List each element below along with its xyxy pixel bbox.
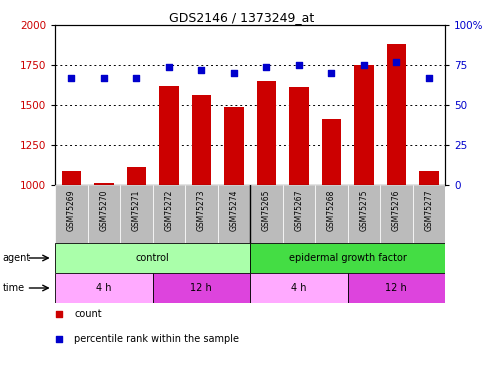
Text: 12 h: 12 h xyxy=(385,283,407,293)
Point xyxy=(132,75,140,81)
Point xyxy=(360,62,368,68)
Point xyxy=(100,75,108,81)
Bar xyxy=(55,185,87,243)
Point xyxy=(295,62,303,68)
Bar xyxy=(386,44,406,185)
Text: agent: agent xyxy=(2,253,30,263)
Text: time: time xyxy=(2,283,25,293)
Point xyxy=(198,67,205,73)
Text: 4 h: 4 h xyxy=(96,283,112,293)
Bar xyxy=(283,185,315,243)
Point xyxy=(392,59,400,65)
Text: 12 h: 12 h xyxy=(190,283,212,293)
Point xyxy=(230,70,238,76)
Bar xyxy=(159,86,179,185)
Bar xyxy=(217,185,250,243)
Text: control: control xyxy=(136,253,170,263)
Bar xyxy=(347,185,380,243)
Bar xyxy=(153,273,250,303)
Point xyxy=(262,64,270,70)
Text: GSM75265: GSM75265 xyxy=(262,190,271,231)
Text: 4 h: 4 h xyxy=(291,283,307,293)
Text: percentile rank within the sample: percentile rank within the sample xyxy=(74,334,240,344)
Text: GSM75276: GSM75276 xyxy=(392,190,401,231)
Bar xyxy=(347,273,445,303)
Bar xyxy=(224,106,243,185)
Point xyxy=(55,311,63,317)
Point xyxy=(55,336,63,342)
Text: GSM75273: GSM75273 xyxy=(197,190,206,231)
Point xyxy=(327,70,335,76)
Bar xyxy=(354,65,373,185)
Bar xyxy=(127,166,146,185)
Bar xyxy=(256,81,276,185)
Text: GSM75271: GSM75271 xyxy=(132,190,141,231)
Text: GSM75269: GSM75269 xyxy=(67,190,76,231)
Point xyxy=(425,75,433,81)
Point xyxy=(68,75,75,81)
Bar xyxy=(250,273,347,303)
Bar xyxy=(153,185,185,243)
Text: epidermal growth factor: epidermal growth factor xyxy=(288,253,406,263)
Bar xyxy=(94,183,114,185)
Bar xyxy=(380,185,412,243)
Bar xyxy=(191,94,211,185)
Bar xyxy=(322,118,341,185)
Text: GSM75274: GSM75274 xyxy=(229,190,238,231)
Bar xyxy=(61,171,81,185)
Bar xyxy=(250,243,445,273)
Bar xyxy=(419,171,439,185)
Point xyxy=(165,64,172,70)
Text: GSM75268: GSM75268 xyxy=(327,190,336,231)
Bar xyxy=(250,185,283,243)
Bar xyxy=(120,185,153,243)
Bar xyxy=(315,185,347,243)
Text: GDS2146 / 1373249_at: GDS2146 / 1373249_at xyxy=(169,11,314,24)
Text: GSM75267: GSM75267 xyxy=(294,190,303,231)
Text: GSM75277: GSM75277 xyxy=(424,190,433,231)
Bar xyxy=(412,185,445,243)
Text: GSM75275: GSM75275 xyxy=(359,190,368,231)
Text: GSM75270: GSM75270 xyxy=(99,190,108,231)
Bar xyxy=(185,185,217,243)
Bar xyxy=(87,185,120,243)
Bar xyxy=(289,87,309,185)
Bar xyxy=(55,243,250,273)
Text: count: count xyxy=(74,309,102,319)
Bar xyxy=(55,273,153,303)
Text: GSM75272: GSM75272 xyxy=(164,190,173,231)
